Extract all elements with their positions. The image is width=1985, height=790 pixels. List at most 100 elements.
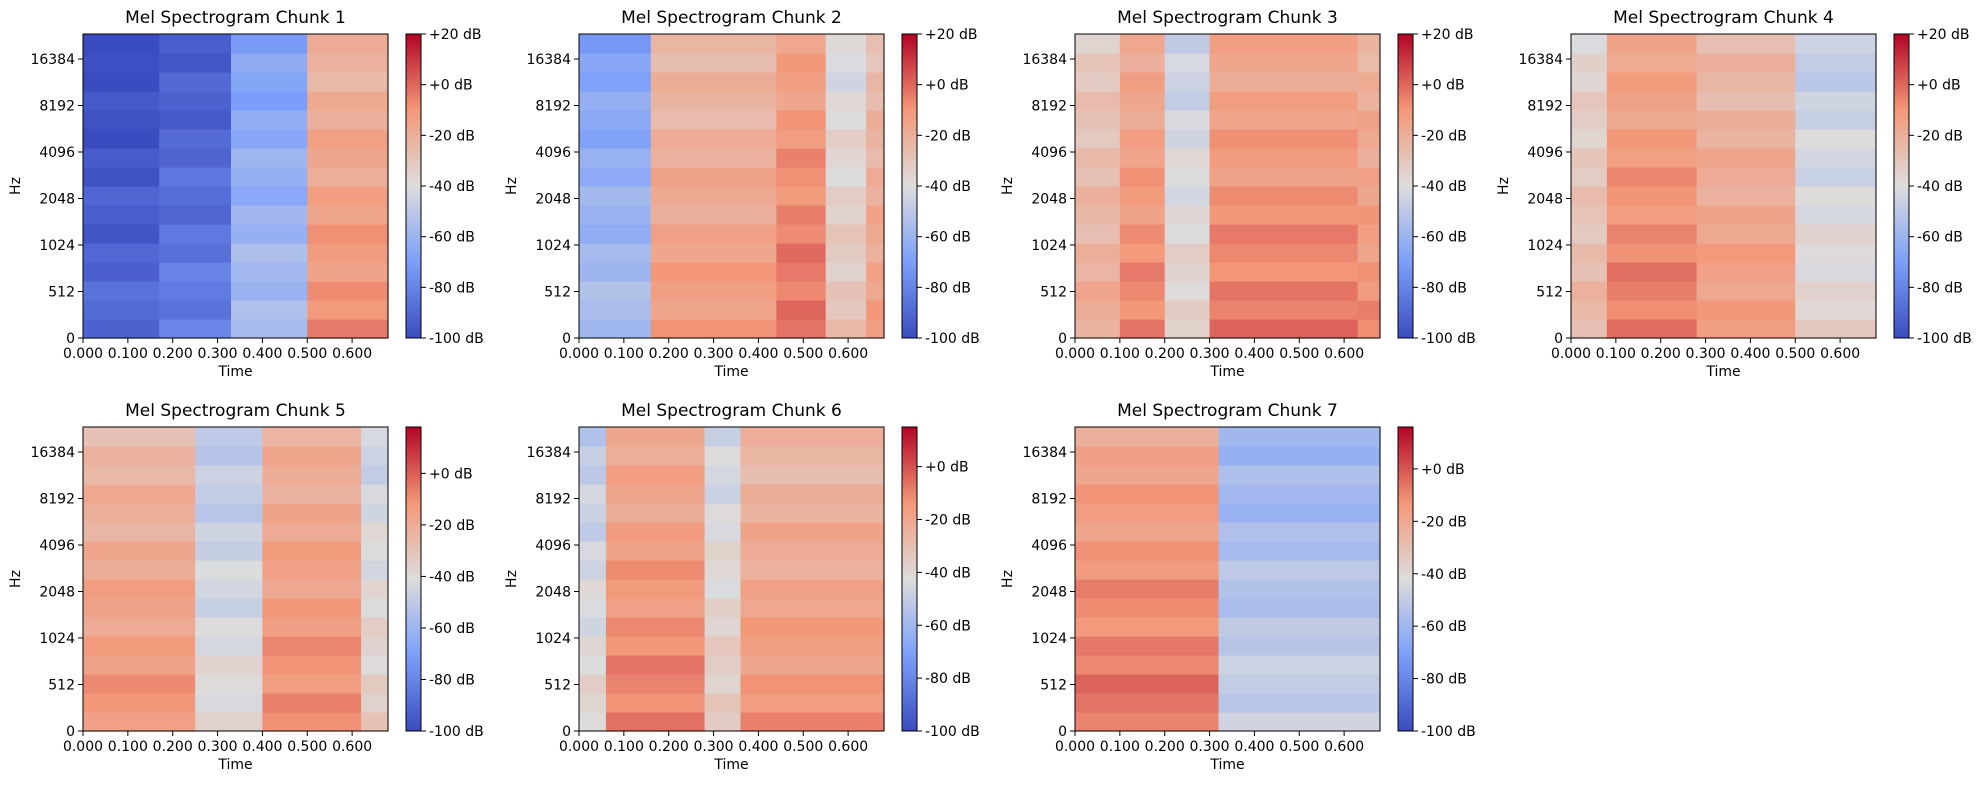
heatmap-cell	[1209, 110, 1359, 130]
heatmap-cell	[579, 205, 652, 225]
heatmap-cell	[825, 224, 867, 244]
y-tick-label: 512	[544, 678, 571, 694]
y-tick-label: 512	[48, 285, 75, 301]
heatmap-cell	[579, 319, 652, 339]
heatmap-cell	[825, 281, 867, 301]
heatmap-cell	[159, 34, 232, 54]
y-tick-label: 0	[1058, 331, 1067, 347]
x-tick-label: 0.200	[1145, 346, 1185, 362]
chart-svg: Mel Spectrogram Chunk 4 0.000 0.100 0.200 0.…	[1496, 8, 1972, 380]
heatmap-cell	[231, 53, 308, 73]
heatmap-cell	[740, 617, 885, 637]
heatmap-cell	[1696, 91, 1796, 111]
heatmap-cell	[650, 91, 777, 111]
heatmap-cell	[361, 693, 389, 713]
heatmap-cell	[195, 522, 264, 542]
heatmap-cell	[361, 503, 389, 523]
heatmap-cell	[1571, 224, 1608, 244]
chart-title: Mel Spectrogram Chunk 2	[621, 8, 842, 28]
spectrogram-chunk-7: Mel Spectrogram Chunk 7 0.000 0.100 0.200 0.…	[992, 393, 1482, 773]
heatmap-cell	[1696, 243, 1796, 263]
y-tick-label: 2048	[1031, 192, 1067, 208]
colorbar-tick-label: +0 dB	[925, 460, 969, 476]
heatmap-cell	[1119, 186, 1166, 206]
y-tick-label: 4096	[39, 145, 75, 161]
heatmap-cell	[307, 129, 389, 149]
heatmap-cell	[1606, 110, 1698, 130]
heatmap-cell	[1164, 319, 1211, 339]
heatmap-cell	[1075, 281, 1121, 301]
heatmap-cell	[605, 636, 706, 656]
colorbar-tick-label: -80 dB	[1917, 280, 1963, 296]
heatmap-cell	[83, 674, 196, 694]
x-tick-label: 0.200	[649, 739, 689, 755]
y-tick-label: 512	[1040, 678, 1067, 694]
heatmap-cell	[1218, 579, 1381, 599]
heatmap-cell	[776, 91, 827, 111]
heatmap-cell	[776, 167, 827, 187]
heatmap-cell	[866, 281, 885, 301]
x-tick-label: 0.400	[242, 346, 282, 362]
heatmap-cell	[1606, 72, 1698, 92]
x-tick-label: 0.300	[1686, 346, 1726, 362]
heatmap-cell	[1075, 129, 1121, 149]
heatmap-cell	[1795, 224, 1877, 244]
heatmap-cell	[83, 110, 160, 130]
heatmap-cell	[1075, 148, 1121, 168]
heatmap-cell	[231, 34, 308, 54]
x-tick-label: 0.000	[1055, 739, 1095, 755]
heatmap-cell	[1606, 91, 1698, 111]
heatmap-cell	[704, 541, 742, 561]
heatmap-cell	[1119, 72, 1166, 92]
heatmap-cell	[704, 617, 742, 637]
heatmap-cell	[231, 300, 308, 320]
heatmap-cell	[1795, 186, 1877, 206]
y-tick-label: 512	[48, 678, 75, 694]
heatmap-cell	[1696, 167, 1796, 187]
heatmap-cell	[776, 300, 827, 320]
heatmap-cell	[1795, 110, 1877, 130]
plot-frame	[1074, 426, 1381, 732]
y-tick-label: 16384	[1022, 445, 1067, 461]
heatmap-cell	[195, 636, 264, 656]
heatmap-cell	[1209, 224, 1359, 244]
colorbar-tick-label: -40 dB	[1421, 179, 1467, 195]
heatmap-cell	[83, 148, 160, 168]
heatmap-cell	[1075, 319, 1121, 339]
heatmap-cell	[83, 598, 196, 618]
x-tick-label: 0.200	[153, 346, 193, 362]
heatmap-cell	[1164, 91, 1211, 111]
colorbar-tick-label: +0 dB	[1421, 78, 1465, 94]
colorbar-tick-label: -60 dB	[925, 230, 971, 246]
heatmap-cell	[83, 636, 196, 656]
heatmap-cell	[704, 674, 742, 694]
heatmap-cell	[307, 319, 389, 339]
heatmap-cell	[1795, 300, 1877, 320]
heatmap-cell	[825, 91, 867, 111]
heatmap-cell	[579, 693, 607, 713]
heatmap-cell	[83, 243, 160, 263]
x-axis-label: Time	[217, 757, 252, 773]
colorbar-tick-label: -20 dB	[429, 518, 475, 534]
heatmap-cell	[579, 674, 607, 694]
heatmap-cell	[579, 541, 607, 561]
heatmap-cell	[195, 427, 264, 447]
heatmap-cell	[1218, 636, 1381, 656]
heatmap-cell	[1571, 110, 1608, 130]
x-tick-label: 0.000	[559, 346, 599, 362]
heatmap-cell	[262, 522, 362, 542]
heatmap-cell	[307, 53, 389, 73]
heatmap-cell	[776, 281, 827, 301]
y-axis-label: Hz	[8, 177, 24, 195]
heatmap-cell	[1696, 148, 1796, 168]
heatmap-cell	[579, 167, 652, 187]
heatmap-cell	[262, 693, 362, 713]
heatmap-cell	[195, 617, 264, 637]
heatmap-cell	[83, 522, 196, 542]
heatmap-cell	[1075, 446, 1220, 466]
heatmap-cell	[825, 186, 867, 206]
heatmap-cell	[866, 205, 885, 225]
heatmap-cell	[704, 484, 742, 504]
chart-svg: Mel Spectrogram Chunk 6 0.000 0.100 0.200 0.…	[504, 401, 980, 773]
colorbar	[901, 33, 918, 339]
